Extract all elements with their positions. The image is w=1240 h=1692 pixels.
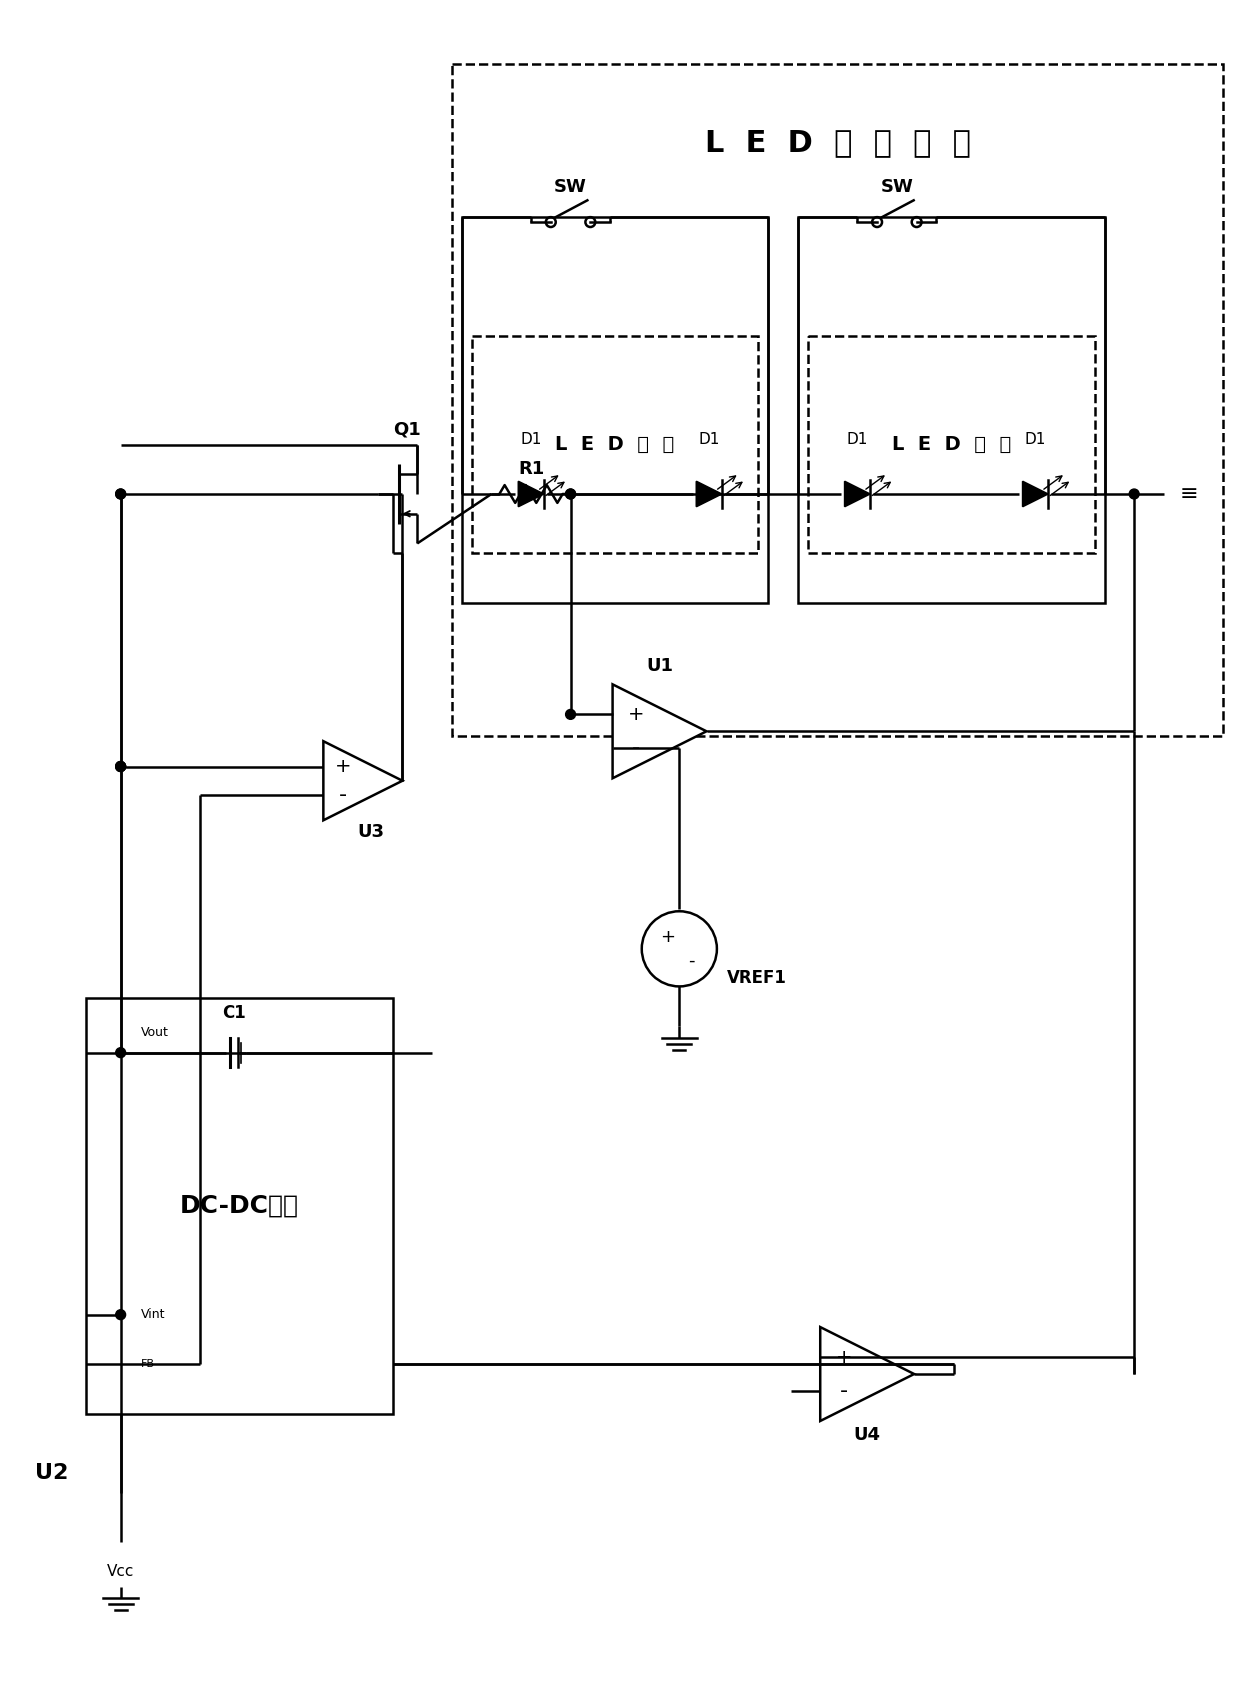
Polygon shape xyxy=(518,481,543,506)
Text: U2: U2 xyxy=(35,1464,68,1482)
Polygon shape xyxy=(613,684,707,778)
Bar xyxy=(799,217,1105,602)
Text: D1: D1 xyxy=(847,431,868,447)
Circle shape xyxy=(115,489,125,499)
Text: ≡: ≡ xyxy=(1179,484,1198,504)
Circle shape xyxy=(115,1047,125,1058)
Text: -: - xyxy=(839,1381,848,1401)
Text: C1: C1 xyxy=(222,1003,247,1022)
Circle shape xyxy=(565,489,575,499)
Circle shape xyxy=(565,709,575,719)
Text: FB: FB xyxy=(140,1359,155,1369)
Text: SW: SW xyxy=(554,178,587,196)
Text: SW: SW xyxy=(880,178,914,196)
Circle shape xyxy=(115,761,125,772)
Text: -: - xyxy=(339,785,347,805)
Bar xyxy=(461,217,769,602)
Bar xyxy=(86,998,393,1413)
Circle shape xyxy=(115,761,125,772)
Text: -: - xyxy=(632,738,640,758)
Polygon shape xyxy=(1023,481,1048,506)
Bar xyxy=(808,335,1095,553)
Bar xyxy=(471,335,759,553)
Bar xyxy=(451,64,1223,736)
Text: L  E  D  调  光  电  路: L E D 调 光 电 路 xyxy=(704,129,971,157)
Text: +: + xyxy=(660,927,675,946)
Text: -: - xyxy=(688,951,694,970)
Text: +: + xyxy=(335,756,351,777)
Polygon shape xyxy=(324,741,403,821)
Text: DC-DC模块: DC-DC模块 xyxy=(180,1195,299,1218)
Text: U1: U1 xyxy=(646,656,673,675)
Text: U4: U4 xyxy=(853,1426,880,1443)
Text: L  E  D  灯  册: L E D 灯 册 xyxy=(892,435,1011,453)
Text: U3: U3 xyxy=(357,822,384,841)
Text: Vint: Vint xyxy=(140,1308,165,1321)
Text: VREF1: VREF1 xyxy=(727,970,786,988)
Circle shape xyxy=(565,489,575,499)
Text: Q1: Q1 xyxy=(393,421,422,438)
Text: +: + xyxy=(836,1347,852,1367)
Polygon shape xyxy=(820,1327,914,1421)
Text: D1: D1 xyxy=(521,431,542,447)
Circle shape xyxy=(115,761,125,772)
Text: R1: R1 xyxy=(518,460,544,479)
Polygon shape xyxy=(844,481,870,506)
Circle shape xyxy=(115,1310,125,1320)
Circle shape xyxy=(115,489,125,499)
Circle shape xyxy=(1130,489,1140,499)
Text: D1: D1 xyxy=(698,431,719,447)
Text: D1: D1 xyxy=(1024,431,1047,447)
Text: Vcc: Vcc xyxy=(107,1565,134,1579)
Polygon shape xyxy=(697,481,722,506)
Text: +: + xyxy=(627,706,645,724)
Text: L  E  D  灯  册: L E D 灯 册 xyxy=(556,435,675,453)
Text: Vout: Vout xyxy=(140,1027,169,1039)
